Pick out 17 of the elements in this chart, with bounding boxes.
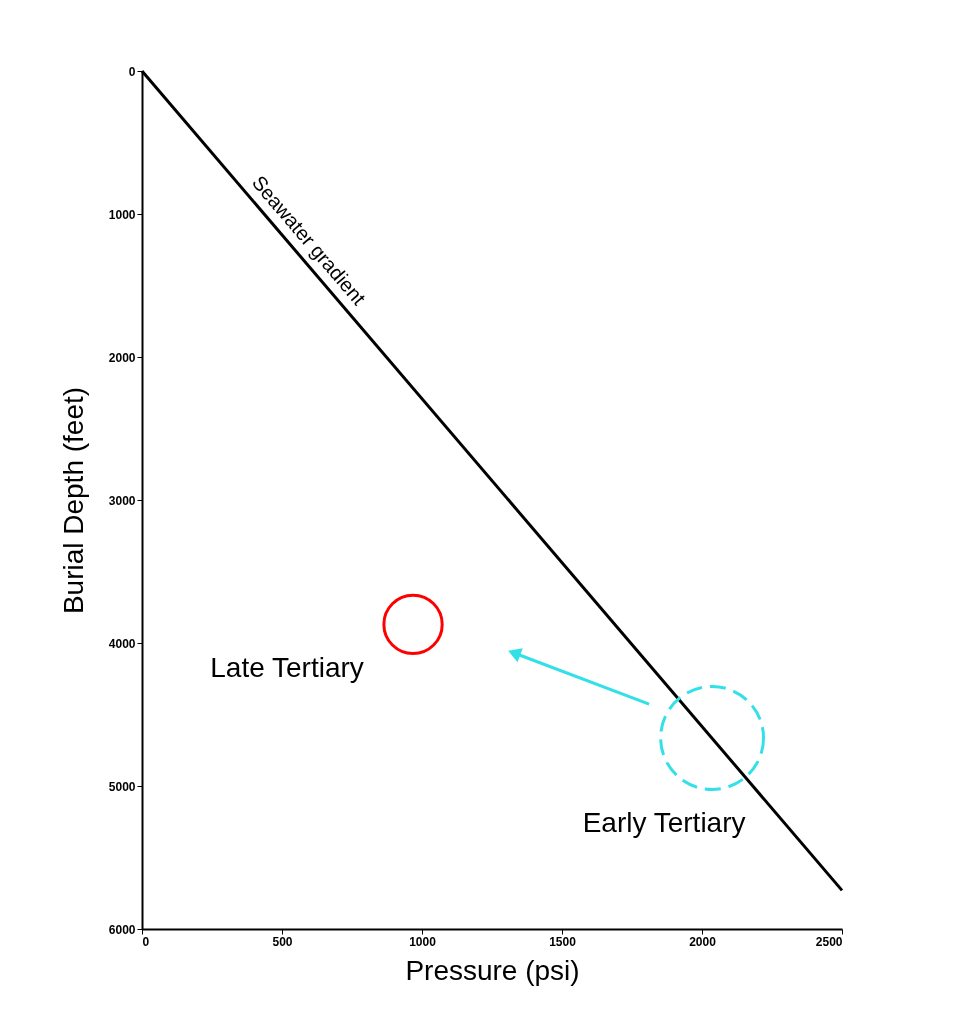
- y-axis-title: Burial Depth (feet): [57, 386, 89, 615]
- y-tick-label: 4000: [108, 636, 136, 651]
- x-tick-label: 2000: [689, 934, 717, 949]
- x-tick-label: 500: [272, 934, 293, 949]
- x-axis-title: Pressure (psi): [405, 954, 580, 986]
- series-label: Early Tertiary: [582, 806, 746, 838]
- x-tick-label: 1000: [409, 934, 437, 949]
- series-label: Late Tertiary: [210, 652, 364, 684]
- y-tick-label: 0: [128, 64, 136, 79]
- y-tick-label: 1000: [108, 207, 136, 222]
- y-tick-label: 2000: [108, 350, 136, 365]
- x-tick-label: 1500: [549, 934, 577, 949]
- x-tick-label: 0: [142, 934, 150, 949]
- y-tick-label: 6000: [108, 922, 136, 937]
- y-tick-label: 3000: [108, 493, 136, 508]
- y-tick-label: 5000: [108, 779, 136, 794]
- x-tick-label: 2500: [815, 934, 843, 949]
